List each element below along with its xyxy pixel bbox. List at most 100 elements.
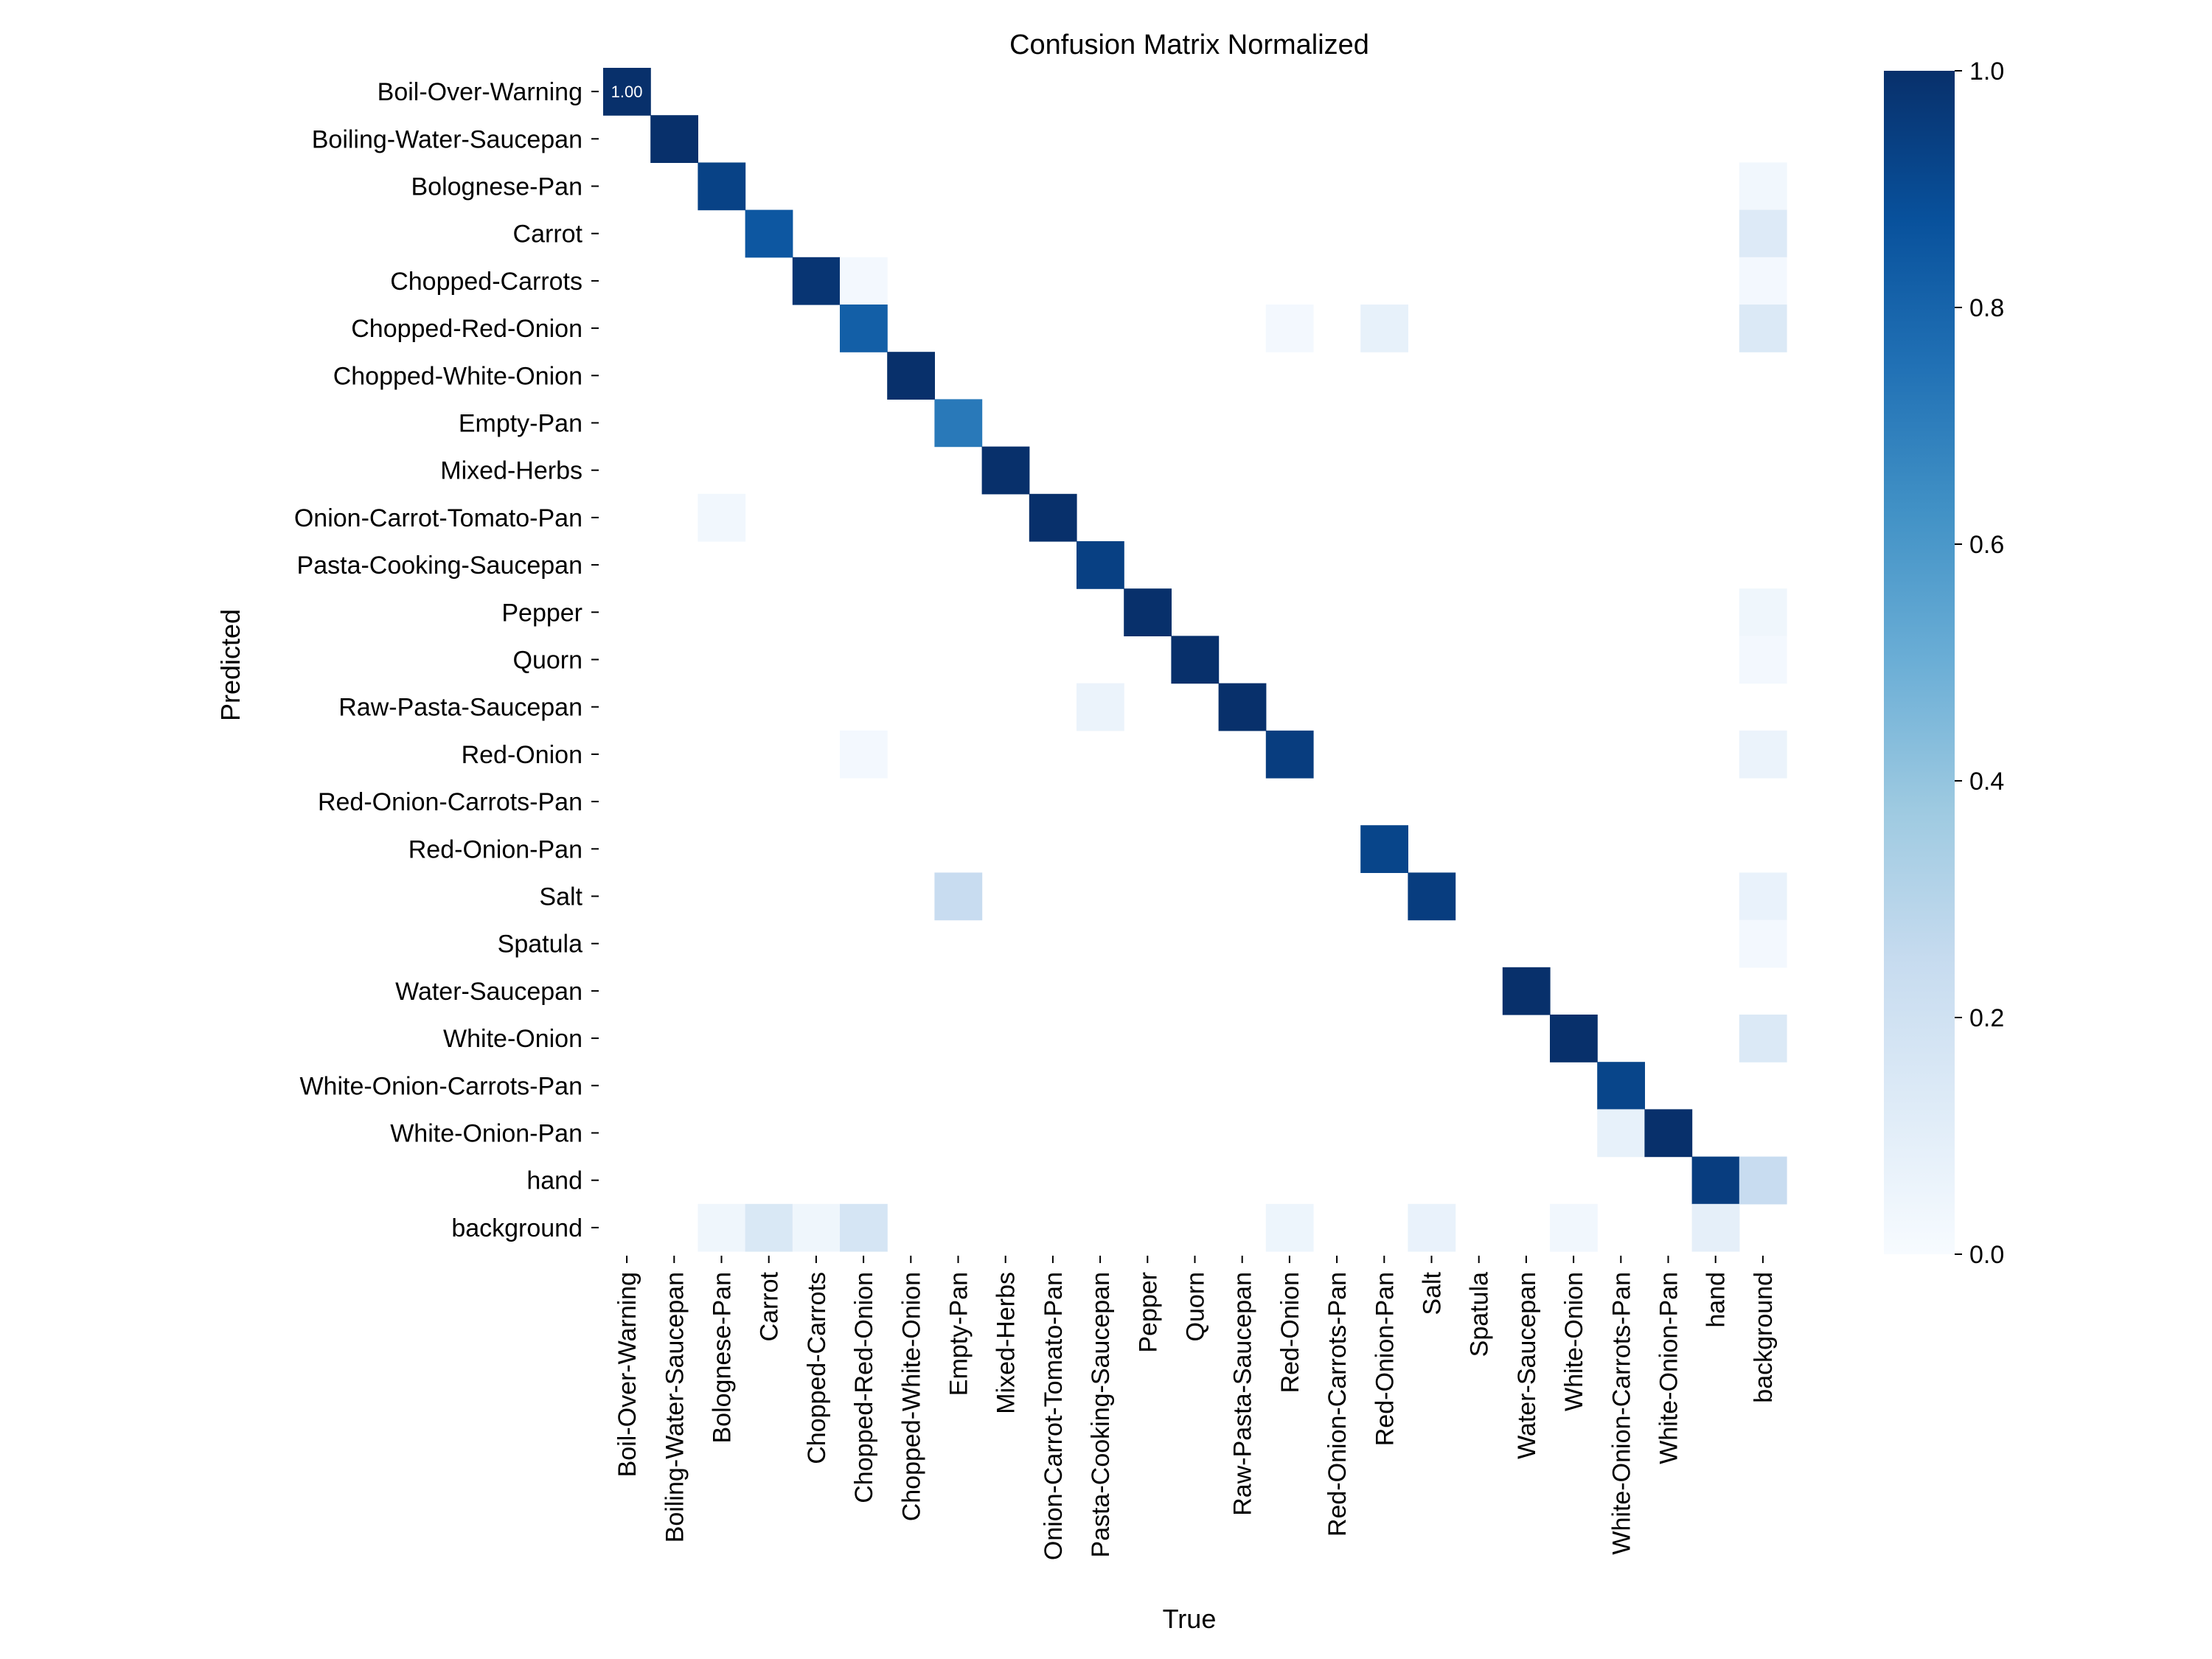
heatmap-cell [1691, 1203, 1740, 1252]
x-tick-label: Salt [1419, 1271, 1447, 1315]
y-tick-label: Quorn [513, 647, 583, 675]
x-tick-label: Red-Onion [1276, 1272, 1304, 1393]
y-tick-label: Spatula [498, 931, 582, 959]
heatmap-cell [1408, 1203, 1456, 1252]
colorbar-tick-label: 0.0 [1969, 1241, 2004, 1269]
heatmap-cell [1597, 1062, 1645, 1110]
heatmap-cell [1360, 305, 1408, 352]
y-tick-label: Bolognese-Pan [411, 173, 582, 201]
heatmap-cell [1408, 872, 1456, 921]
heatmap-cell [1502, 967, 1551, 1015]
colorbar [1884, 71, 1955, 1254]
x-tick-label: Pasta-Cooking-Saucepan [1087, 1272, 1115, 1557]
y-tick-label: Red-Onion-Carrots-Pan [318, 788, 582, 816]
y-tick-label: White-Onion-Pan [390, 1120, 582, 1148]
heatmap-cell [1739, 919, 1787, 968]
colorbar-tick-label: 0.2 [1969, 1004, 2004, 1032]
y-tick-label: Chopped-White-Onion [333, 362, 582, 390]
y-tick-label: Boiling-Water-Saucepan [312, 125, 582, 153]
x-tick-label: Chopped-White-Onion [897, 1272, 925, 1521]
heatmap-cell [887, 352, 935, 400]
y-tick-label: Mixed-Herbs [440, 457, 582, 485]
heatmap-cell [1360, 825, 1408, 873]
heatmap-cells: 1.00 [603, 68, 1787, 1252]
y-tick-label: Pepper [501, 599, 582, 627]
x-tick-label: Red-Onion-Pan [1371, 1272, 1399, 1446]
heatmap-cell [792, 1203, 841, 1252]
x-tick-labels: Boil-Over-Warning Boiling-Water-Saucepan B… [613, 1256, 1778, 1560]
heatmap-cell [603, 68, 651, 116]
heatmap-cell [1550, 1203, 1598, 1252]
heatmap-cell [840, 730, 888, 779]
heatmap-cell [1644, 1109, 1693, 1158]
heatmap-cell [1218, 683, 1267, 731]
colorbar-tick-label: 0.6 [1969, 531, 2004, 559]
heatmap-cell [1265, 1203, 1314, 1252]
x-tick-label: Onion-Carrot-Tomato-Pan [1040, 1272, 1068, 1560]
x-tick-label: Chopped-Carrots [803, 1272, 831, 1464]
x-tick-label: Boil-Over-Warning [613, 1272, 641, 1477]
heatmap-cell [840, 305, 888, 352]
x-tick-label: background [1750, 1272, 1778, 1403]
heatmap-cell [1739, 305, 1787, 352]
heatmap-cell [1171, 636, 1220, 684]
x-tick-label: Empty-Pan [945, 1272, 973, 1396]
heatmap-cell [1739, 872, 1787, 921]
y-tick-label: Boil-Over-Warning [378, 78, 582, 106]
heatmap-cell [1597, 1109, 1645, 1158]
heatmap-cell [1265, 730, 1314, 779]
heatmap-cell [1739, 162, 1787, 211]
x-tick-label: hand [1703, 1272, 1731, 1328]
heatmap-cell [792, 257, 841, 305]
y-tick-label: Onion-Carrot-Tomato-Pan [294, 504, 582, 532]
heatmap-cell [745, 1203, 793, 1252]
y-tick-label: Chopped-Red-Onion [351, 315, 582, 343]
y-tick-label: Red-Onion [462, 741, 582, 769]
heatmap-cell [840, 257, 888, 305]
y-tick-labels: Boil-Over-Warning Boiling-Water-Saucepan B… [294, 78, 599, 1242]
x-tick-label: Spatula [1466, 1272, 1494, 1357]
x-tick-label: Carrot [756, 1271, 784, 1341]
heatmap-cell [745, 209, 793, 258]
cell-value-label: 1.00 [611, 83, 643, 101]
heatmap-cell [934, 872, 983, 921]
x-tick-label: White-Onion-Carrots-Pan [1607, 1272, 1635, 1555]
heatmap-cell [1739, 588, 1787, 636]
y-tick-label: Carrot [513, 220, 583, 248]
heatmap-cell [981, 446, 1030, 495]
x-tick-label: Quorn [1182, 1272, 1210, 1342]
colorbar-ticks: 0.0 0.2 0.4 0.6 0.8 1.0 [1955, 58, 2004, 1269]
x-tick-label: White-Onion [1560, 1272, 1588, 1411]
x-tick-label: Chopped-Red-Onion [850, 1272, 878, 1503]
y-tick-label: hand [526, 1167, 582, 1195]
heatmap-cell [1739, 1156, 1787, 1205]
heatmap-cell [1691, 1156, 1740, 1205]
y-tick-label: Water-Saucepan [395, 978, 582, 1006]
y-tick-label: White-Onion [443, 1025, 582, 1053]
y-tick-label: White-Onion-Carrots-Pan [299, 1072, 582, 1100]
x-tick-label: Red-Onion-Carrots-Pan [1324, 1272, 1352, 1537]
heatmap-cell [1739, 257, 1787, 305]
x-tick-label: Pepper [1134, 1272, 1162, 1353]
chart-title: Confusion Matrix Normalized [1009, 29, 1369, 60]
x-tick-label: Raw-Pasta-Saucepan [1229, 1272, 1257, 1516]
heatmap-cell [1739, 1015, 1787, 1062]
heatmap-cell [1029, 493, 1077, 542]
heatmap-cell [1265, 305, 1314, 352]
y-tick-label: Chopped-Carrots [390, 268, 582, 296]
heatmap-cell [1550, 1015, 1598, 1062]
heatmap-cell [698, 1203, 746, 1252]
colorbar-tick-label: 0.4 [1969, 768, 2004, 796]
heatmap-cell [698, 493, 746, 542]
y-tick-label: background [451, 1214, 582, 1242]
y-tick-label: Salt [539, 883, 582, 911]
x-tick-label: Water-Saucepan [1513, 1272, 1541, 1459]
y-tick-label: Raw-Pasta-Saucepan [338, 694, 582, 722]
heatmap-cell [1124, 588, 1172, 636]
heatmap-cell [1739, 730, 1787, 779]
colorbar-tick-label: 1.0 [1969, 58, 2004, 86]
heatmap-cell [934, 399, 983, 448]
heatmap-cell [650, 115, 698, 163]
y-tick-label: Red-Onion-Pan [408, 835, 582, 863]
